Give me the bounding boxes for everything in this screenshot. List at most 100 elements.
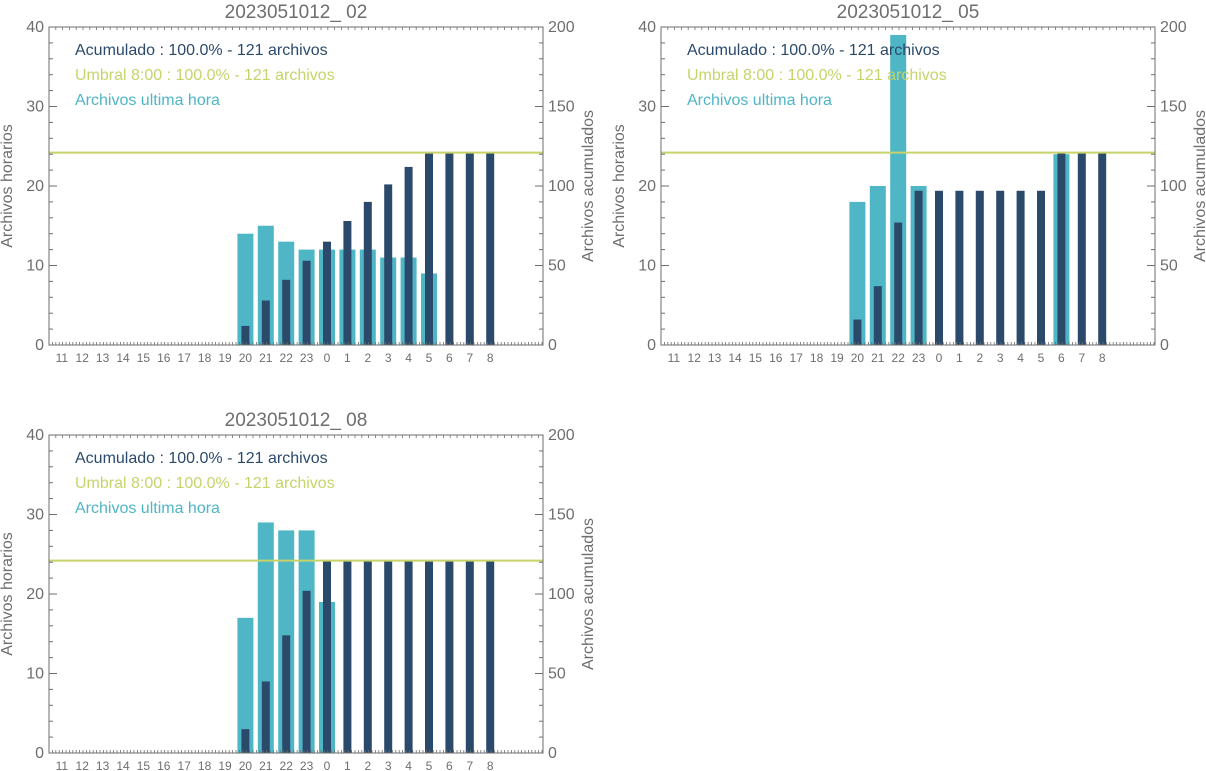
cumulative-bar (261, 300, 270, 345)
x-tick-label: 11 (56, 759, 69, 771)
cumulative-bar (914, 190, 923, 345)
x-tick-label: 13 (96, 759, 110, 771)
y2-tick-label: 150 (1160, 99, 1187, 116)
cumulative-bar (1037, 190, 1045, 345)
x-tick-label: 17 (178, 351, 192, 365)
y-tick-label: 0 (647, 337, 656, 354)
x-tick-label: 2 (976, 351, 983, 365)
y2-tick-label: 150 (548, 507, 575, 524)
y-axis-label: Archivos horarios (0, 124, 16, 248)
y2-tick-label: 0 (1160, 337, 1169, 354)
x-tick-label: 13 (708, 351, 722, 365)
x-tick-label: 22 (892, 351, 906, 365)
x-tick-label: 11 (668, 351, 681, 365)
cumulative-bar (302, 590, 311, 753)
cumulative-bar (894, 222, 903, 345)
x-tick-label: 15 (749, 351, 763, 365)
x-tick-label: 22 (280, 759, 294, 771)
legend-hourly: Archivos ultima hora (75, 500, 220, 517)
hourly-bar (849, 201, 866, 345)
x-tick-label: 16 (157, 351, 171, 365)
cumulative-bar (1057, 152, 1066, 345)
x-tick-label: 0 (936, 351, 943, 365)
x-tick-label: 5 (1038, 351, 1045, 365)
x-tick-label: 16 (769, 351, 783, 365)
chart-title: 2023051012_ 05 (837, 2, 980, 23)
cumulative-bar (323, 241, 331, 345)
x-tick-label: 18 (810, 351, 824, 365)
x-tick-label: 22 (280, 351, 294, 365)
y2-axis-label: Archivos acumulados (1192, 110, 1206, 262)
cumulative-bar (1016, 190, 1025, 345)
x-tick-label: 12 (76, 759, 90, 771)
hourly-bar (237, 617, 254, 753)
x-tick-label: 5 (426, 351, 433, 365)
legend-cumulative: Acumulado : 100.0% - 121 archivos (75, 42, 328, 59)
x-tick-label: 0 (324, 351, 331, 365)
y-tick-label: 0 (35, 337, 44, 354)
x-tick-label: 3 (997, 351, 1004, 365)
y-axis-label: Archivos horarios (611, 124, 628, 248)
x-tick-label: 16 (157, 759, 171, 771)
cumulative-bar (486, 152, 495, 345)
legend-threshold: Umbral 8:00 : 100.0% - 121 archivos (687, 67, 947, 84)
cumulative-bar (853, 319, 862, 345)
hourly-bar (237, 233, 254, 345)
cumulative-bar (323, 560, 331, 753)
cumulative-bar (873, 286, 882, 345)
x-tick-label: 19 (218, 351, 232, 365)
x-tick-label: 18 (198, 351, 212, 365)
y-tick-label: 10 (638, 258, 656, 275)
x-tick-label: 14 (728, 351, 742, 365)
y-axis-label: Archivos horarios (0, 532, 16, 656)
y2-tick-label: 0 (548, 745, 557, 762)
y2-tick-label: 100 (548, 586, 575, 603)
x-tick-label: 4 (1017, 351, 1024, 365)
y-tick-label: 20 (26, 178, 44, 195)
x-tick-label: 1 (956, 351, 963, 365)
cumulative-bar (343, 560, 352, 753)
cumulative-bar (363, 560, 372, 753)
y2-tick-label: 200 (548, 427, 575, 444)
x-tick-label: 3 (385, 759, 392, 771)
x-tick-label: 19 (830, 351, 844, 365)
cumulative-bar (1077, 152, 1086, 345)
cumulative-bar (241, 729, 250, 753)
x-tick-label: 11 (56, 351, 69, 365)
cumulative-bar (343, 220, 352, 345)
cumulative-bar (404, 166, 413, 345)
y2-tick-label: 50 (548, 666, 566, 683)
cumulative-bar (241, 325, 250, 345)
y2-axis-label: Archivos acumulados (580, 110, 597, 262)
cumulative-bar (363, 201, 372, 345)
x-tick-label: 19 (218, 759, 232, 771)
y-tick-label: 30 (26, 507, 44, 524)
x-tick-label: 6 (1058, 351, 1065, 365)
cumulative-bar (425, 560, 433, 753)
chart-title: 2023051012_ 02 (225, 2, 368, 23)
x-tick-label: 17 (790, 351, 804, 365)
x-tick-label: 4 (405, 759, 412, 771)
cumulative-bar (384, 184, 393, 345)
x-tick-label: 20 (851, 351, 865, 365)
x-tick-label: 2 (364, 759, 371, 771)
y2-tick-label: 200 (1160, 19, 1187, 36)
y-tick-label: 30 (638, 99, 656, 116)
x-tick-label: 7 (1078, 351, 1085, 365)
legend-threshold: Umbral 8:00 : 100.0% - 121 archivos (75, 475, 335, 492)
cumulative-bar (975, 190, 984, 345)
cumulative-bar (445, 560, 454, 753)
y-tick-label: 40 (26, 19, 44, 36)
y2-tick-label: 100 (548, 178, 575, 195)
x-tick-label: 1 (344, 759, 351, 771)
cumulative-bar (486, 560, 495, 753)
x-tick-label: 23 (300, 351, 314, 365)
x-tick-label: 8 (1099, 351, 1106, 365)
y-tick-label: 40 (638, 19, 656, 36)
cumulative-bar (425, 152, 433, 345)
y2-tick-label: 200 (548, 19, 575, 36)
x-tick-label: 8 (487, 351, 494, 365)
